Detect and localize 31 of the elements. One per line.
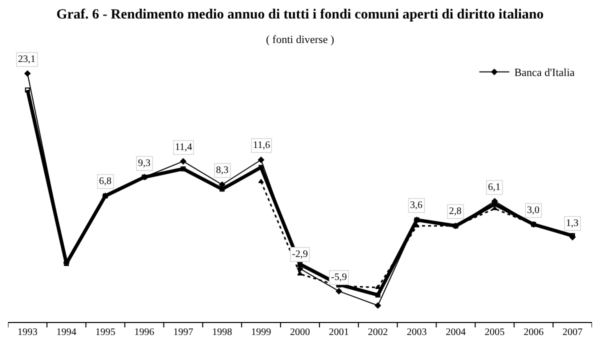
x-tick-label: 2005 bbox=[484, 327, 505, 338]
x-tick-label: 2003 bbox=[406, 327, 427, 338]
chart-subtitle: ( fonti diverse ) bbox=[266, 34, 334, 46]
data-label: 11,4 bbox=[175, 142, 192, 153]
x-tick-label: 2000 bbox=[290, 327, 310, 338]
x-tick-label: 1996 bbox=[134, 327, 154, 338]
data-label: 6,1 bbox=[488, 182, 500, 193]
x-tick-label: 1999 bbox=[251, 327, 272, 338]
x-tick-label: 1995 bbox=[95, 327, 116, 338]
legend-label: Banca d'Italia bbox=[514, 67, 575, 80]
data-label: -5,9 bbox=[331, 272, 347, 283]
x-tick-label: 2002 bbox=[368, 327, 388, 338]
x-tick-label: 2004 bbox=[446, 327, 466, 338]
chart-title: Graf. 6 - Rendimento medio annuo di tutti i fondi comuni aperti di diritto italiano bbox=[56, 8, 544, 22]
data-label: 8,3 bbox=[216, 165, 228, 176]
data-label: 2,8 bbox=[449, 206, 462, 217]
x-tick-label: 1997 bbox=[173, 327, 194, 338]
x-tick-label: 2001 bbox=[328, 327, 349, 338]
x-tick-label: 1994 bbox=[56, 327, 76, 338]
x-tick-label: 2007 bbox=[562, 327, 583, 338]
x-tick-label: 1993 bbox=[17, 327, 38, 338]
data-label: -2,9 bbox=[292, 249, 308, 260]
data-label: 3,0 bbox=[527, 205, 540, 216]
data-label: 6,8 bbox=[99, 176, 112, 187]
data-label: 23,1 bbox=[18, 54, 36, 65]
x-tick-label: 2006 bbox=[524, 327, 544, 338]
data-label: 1,3 bbox=[566, 218, 578, 229]
data-label: 9,3 bbox=[138, 158, 150, 169]
data-label: 3,6 bbox=[410, 200, 422, 211]
x-tick-label: 1998 bbox=[212, 327, 232, 338]
data-label: 11,6 bbox=[253, 140, 270, 151]
